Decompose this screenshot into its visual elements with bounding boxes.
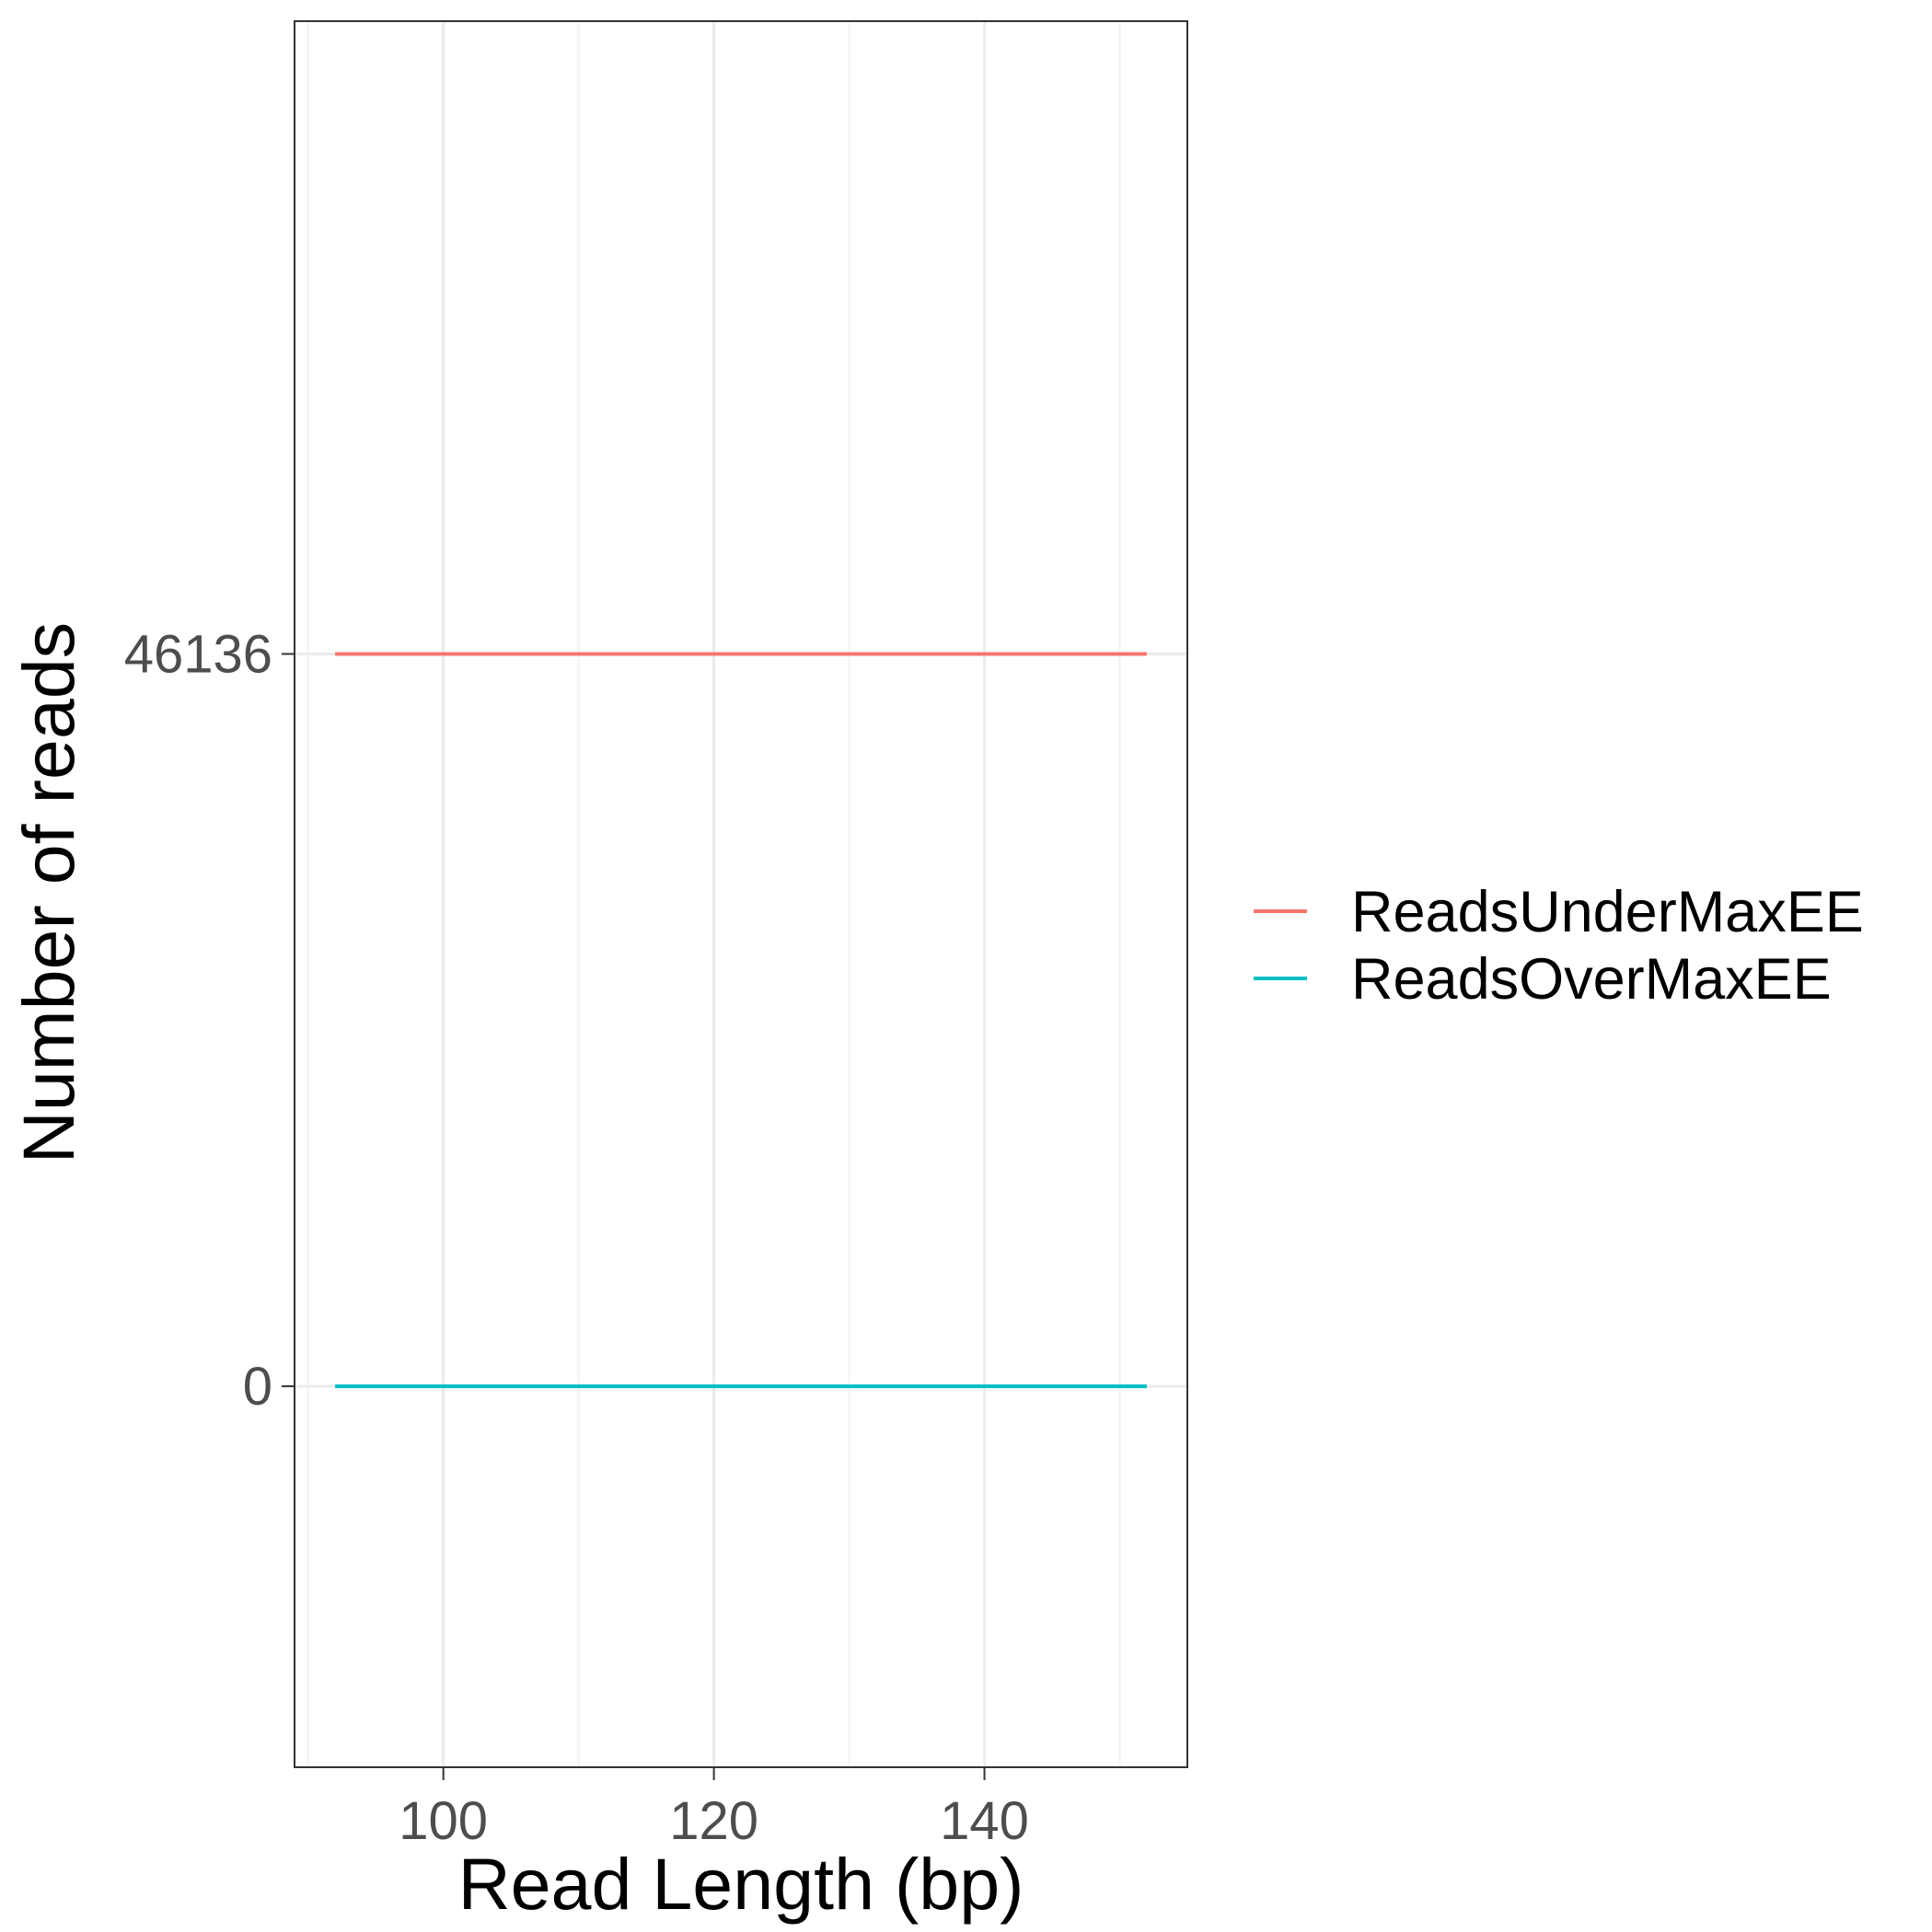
- grid-lines: [295, 21, 1187, 1767]
- axes: 100 120 140 0 46136: [124, 624, 1029, 1851]
- panel-border: [294, 20, 1188, 1768]
- legend-label: ReadsOverMaxEE: [1351, 947, 1832, 1012]
- x-tick-label: 100: [399, 1791, 488, 1851]
- x-axis-title: Read Length (bp): [458, 1843, 1024, 1925]
- y-tick-label: 0: [243, 1357, 272, 1417]
- x-tick-label: 120: [669, 1791, 758, 1851]
- y-tick-label: 46136: [124, 624, 272, 684]
- legend-label: ReadsUnderMaxEE: [1351, 880, 1864, 944]
- series-lines: [335, 652, 1147, 1389]
- y-axis-title: Number of reads: [7, 622, 89, 1163]
- x-tick-label: 140: [940, 1791, 1029, 1851]
